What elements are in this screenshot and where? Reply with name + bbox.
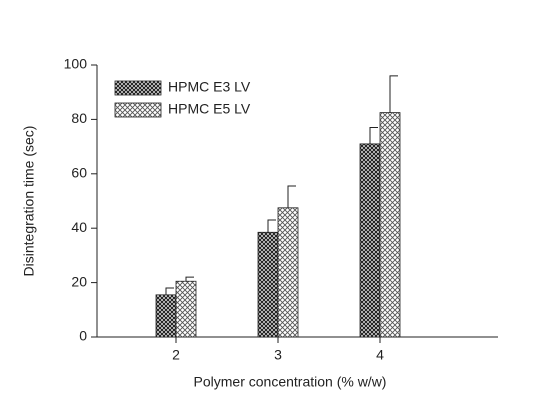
legend-swatch <box>114 102 162 118</box>
error-bar <box>165 287 174 295</box>
bar <box>155 294 177 338</box>
error-bar <box>267 219 276 233</box>
bar <box>379 112 401 338</box>
bar <box>257 231 279 338</box>
error-bar <box>287 185 296 208</box>
x-tick-label: 4 <box>376 347 384 363</box>
y-tick-label: 0 <box>79 328 87 344</box>
legend-label: HPMC E3 LV <box>168 79 251 95</box>
y-tick-label: 20 <box>71 273 87 289</box>
y-tick-label: 80 <box>71 110 87 126</box>
y-tick-label: 60 <box>71 165 87 181</box>
x-tick-label: 2 <box>172 347 180 363</box>
error-bar <box>389 75 398 113</box>
x-tick-label: 3 <box>274 347 282 363</box>
legend-swatch <box>114 80 162 96</box>
bar <box>277 207 299 338</box>
bar <box>175 280 197 338</box>
y-tick-label: 100 <box>64 56 88 72</box>
error-bar <box>369 127 378 144</box>
bar <box>359 143 381 338</box>
legend-label: HPMC E5 LV <box>168 101 251 117</box>
error-bar <box>185 276 194 282</box>
x-axis-label: Polymer concentration (% w/w) <box>194 374 387 390</box>
y-axis-label: Disintegration time (sec) <box>21 126 37 277</box>
y-tick-label: 40 <box>71 219 87 235</box>
